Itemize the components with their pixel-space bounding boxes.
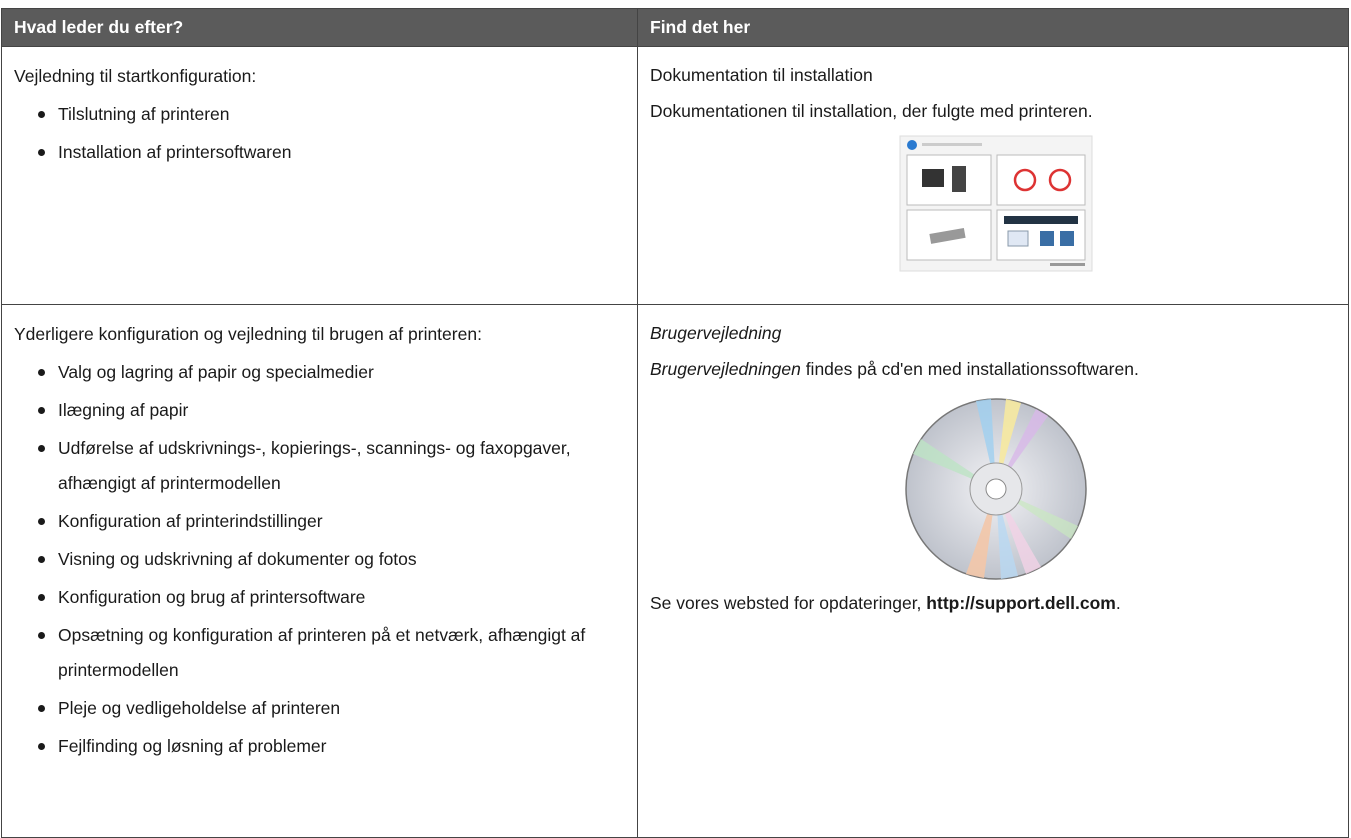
list-item: Konfiguration af printerindstillinger	[14, 504, 625, 539]
list-item: Tilslutning af printeren	[14, 97, 625, 132]
left-cell: Vejledning til startkonfiguration: Tilsl…	[1, 46, 638, 305]
note-text: Se vores websted for opdateringer,	[650, 593, 922, 613]
doc-description: Brugervejledningen findes på cd'en med i…	[650, 353, 1336, 386]
doc-title-text: Brugervejledning	[650, 323, 782, 343]
setup-guide-image	[899, 135, 1093, 272]
list-item: Pleje og vedligeholdelse af printeren	[14, 691, 625, 726]
list-item: Konfiguration og brug af printersoftware	[14, 580, 625, 615]
header-cell: Hvad leder du efter?	[1, 8, 638, 47]
list-item: Visning og udskrivning af dokumenter og …	[14, 542, 625, 577]
note: Se vores websted for opdateringer, http:…	[650, 587, 1336, 620]
info-table: Hvad leder du efter? Find det her Vejled…	[1, 8, 1349, 838]
support-link[interactable]: http://support.dell.com	[926, 593, 1116, 613]
intro: Vejledning til startkonfiguration:	[14, 66, 257, 86]
doc-title: Brugervejledning	[650, 317, 1336, 350]
item-list: Valg og lagring af papir og specialmedie…	[14, 355, 625, 764]
list-item: Valg og lagring af papir og specialmedie…	[14, 355, 625, 390]
right-cell: Brugervejledning Brugervejledningen find…	[637, 304, 1349, 838]
description-text: findes på cd'en med installationssoftwar…	[805, 359, 1139, 379]
item-list: Tilslutning af printeren Installation af …	[14, 97, 625, 170]
doc-title: Dokumentation til installation	[650, 65, 873, 85]
doc-description: Dokumentationen til installation, der fu…	[650, 101, 1093, 121]
header-cell: Find det her	[637, 8, 1349, 47]
list-item: Ilægning af papir	[14, 393, 625, 428]
left-cell: Yderligere konfiguration og vejledning t…	[1, 304, 638, 838]
note-end: .	[1115, 593, 1121, 613]
list-item: Installation af printersoftwaren	[14, 135, 625, 170]
page: Hvad leder du efter? Find det her Vejled…	[1, 8, 1349, 838]
cd-image	[905, 398, 1087, 580]
description-emphasis: Brugervejledningen	[650, 359, 801, 379]
table-row: Yderligere konfiguration og vejledning t…	[1, 304, 1349, 838]
table-row: Vejledning til startkonfiguration: Tilsl…	[1, 46, 1349, 305]
intro: Yderligere konfiguration og vejledning t…	[14, 324, 482, 344]
list-item: Fejlfinding og løsning af problemer	[14, 729, 625, 764]
right-cell: Dokumentation til installation Dokumenta…	[637, 46, 1349, 305]
header-row: Hvad leder du efter? Find det her	[1, 8, 1349, 47]
list-item: Udførelse af udskrivnings-, kopierings-,…	[14, 431, 625, 501]
list-item: Opsætning og konfiguration af printeren …	[14, 618, 625, 688]
